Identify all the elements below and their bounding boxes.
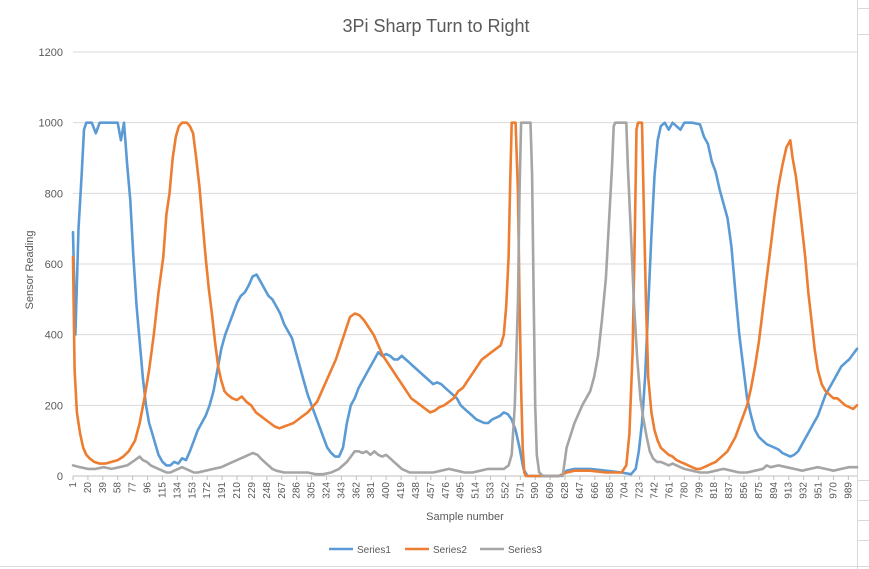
y-tick-label: 1000 [39, 118, 63, 130]
series-lines [71, 121, 859, 478]
sheet-gridline [857, 8, 869, 9]
x-tick-label: 742 [650, 482, 661, 499]
x-tick-label: 628 [560, 482, 571, 499]
x-tick-label: 58 [113, 482, 124, 494]
x-tick-label: 913 [784, 482, 795, 499]
sheet-gridline [857, 500, 869, 501]
x-tick-label: 875 [754, 482, 765, 499]
sheet-gridline [857, 540, 869, 541]
sheet-gridline [857, 520, 869, 521]
x-tick-label: 1 [68, 482, 79, 488]
y-tick-label: 0 [57, 471, 63, 483]
chart-title: 3Pi Sharp Turn to Right [342, 16, 529, 36]
x-tick-label: 495 [456, 482, 467, 499]
x-tick-label: 77 [128, 482, 139, 494]
legend-label: Series1 [357, 545, 391, 556]
x-tick-label: 343 [336, 482, 347, 499]
legend: Series1 Series2 Series3 [329, 545, 542, 556]
y-tick-label: 600 [45, 259, 63, 271]
x-tick-label: 970 [828, 482, 839, 499]
sheet-gridline [0, 566, 869, 567]
x-tick-label: 571 [515, 482, 526, 499]
x-tick-label: 723 [635, 482, 646, 499]
x-tick-label: 457 [426, 482, 437, 499]
x-tick-label: 20 [83, 482, 94, 494]
y-tick-label: 200 [45, 400, 63, 412]
x-tick-label: 267 [277, 482, 288, 499]
x-tick-label: 96 [143, 482, 154, 494]
x-tick-label: 115 [157, 482, 168, 498]
x-tick-label: 362 [351, 482, 362, 499]
series-line-series3 [71, 121, 859, 478]
sheet-gridline [857, 34, 869, 35]
y-tick-label: 800 [45, 188, 63, 200]
x-tick-label: 647 [575, 482, 586, 499]
legend-label: Series2 [433, 545, 467, 556]
x-tick-label: 780 [679, 482, 690, 499]
x-tick-label: 381 [366, 482, 377, 499]
sheet-gridline [857, 480, 869, 481]
x-tick-label: 837 [724, 482, 735, 499]
x-tick-label: 191 [217, 482, 228, 499]
x-tick-label: 932 [799, 482, 810, 499]
x-tick-label: 153 [187, 482, 198, 499]
x-tick-label: 419 [396, 482, 407, 499]
x-tick-label: 172 [202, 482, 213, 499]
series-line-series2 [71, 121, 859, 478]
sheet-gridline [857, 0, 858, 569]
y-axis-label: Sensor Reading [24, 231, 36, 310]
x-tick-label: 799 [694, 482, 705, 499]
x-tick-label: 39 [98, 482, 109, 494]
series-line-series1 [71, 121, 859, 478]
x-tick-label: 552 [500, 482, 511, 499]
x-tick-label: 438 [411, 482, 422, 499]
x-tick-label: 248 [262, 482, 273, 499]
x-axis-ticks: 1 20 39 58 77 96 115 134 153 172 191 210 229 248 267 28… [68, 476, 854, 499]
y-axis-ticks: 0 200 400 600 800 1000 1200 [39, 47, 63, 483]
x-tick-label: 590 [530, 482, 541, 499]
y-tick-label: 1200 [39, 47, 63, 59]
x-tick-label: 818 [709, 482, 720, 499]
y-tick-label: 400 [45, 330, 63, 342]
x-tick-label: 514 [471, 482, 482, 499]
x-tick-label: 305 [307, 482, 318, 499]
x-tick-label: 609 [545, 482, 556, 499]
x-tick-label: 533 [486, 482, 497, 499]
x-tick-label: 685 [605, 482, 616, 499]
x-axis-label: Sample number [426, 511, 504, 523]
x-tick-label: 704 [620, 482, 631, 499]
x-tick-label: 210 [232, 482, 243, 499]
x-tick-label: 400 [381, 482, 392, 499]
x-tick-label: 989 [843, 482, 854, 499]
x-tick-label: 666 [590, 482, 601, 499]
x-tick-label: 134 [172, 482, 183, 499]
x-tick-label: 761 [664, 482, 675, 499]
x-tick-label: 476 [441, 482, 452, 499]
x-tick-label: 229 [247, 482, 258, 499]
gridlines [73, 51, 857, 477]
x-tick-label: 286 [292, 482, 303, 499]
x-tick-label: 951 [814, 482, 825, 499]
legend-label: Series3 [508, 545, 542, 556]
x-tick-label: 324 [321, 482, 332, 499]
x-tick-label: 894 [769, 482, 780, 499]
x-tick-label: 856 [739, 482, 750, 499]
